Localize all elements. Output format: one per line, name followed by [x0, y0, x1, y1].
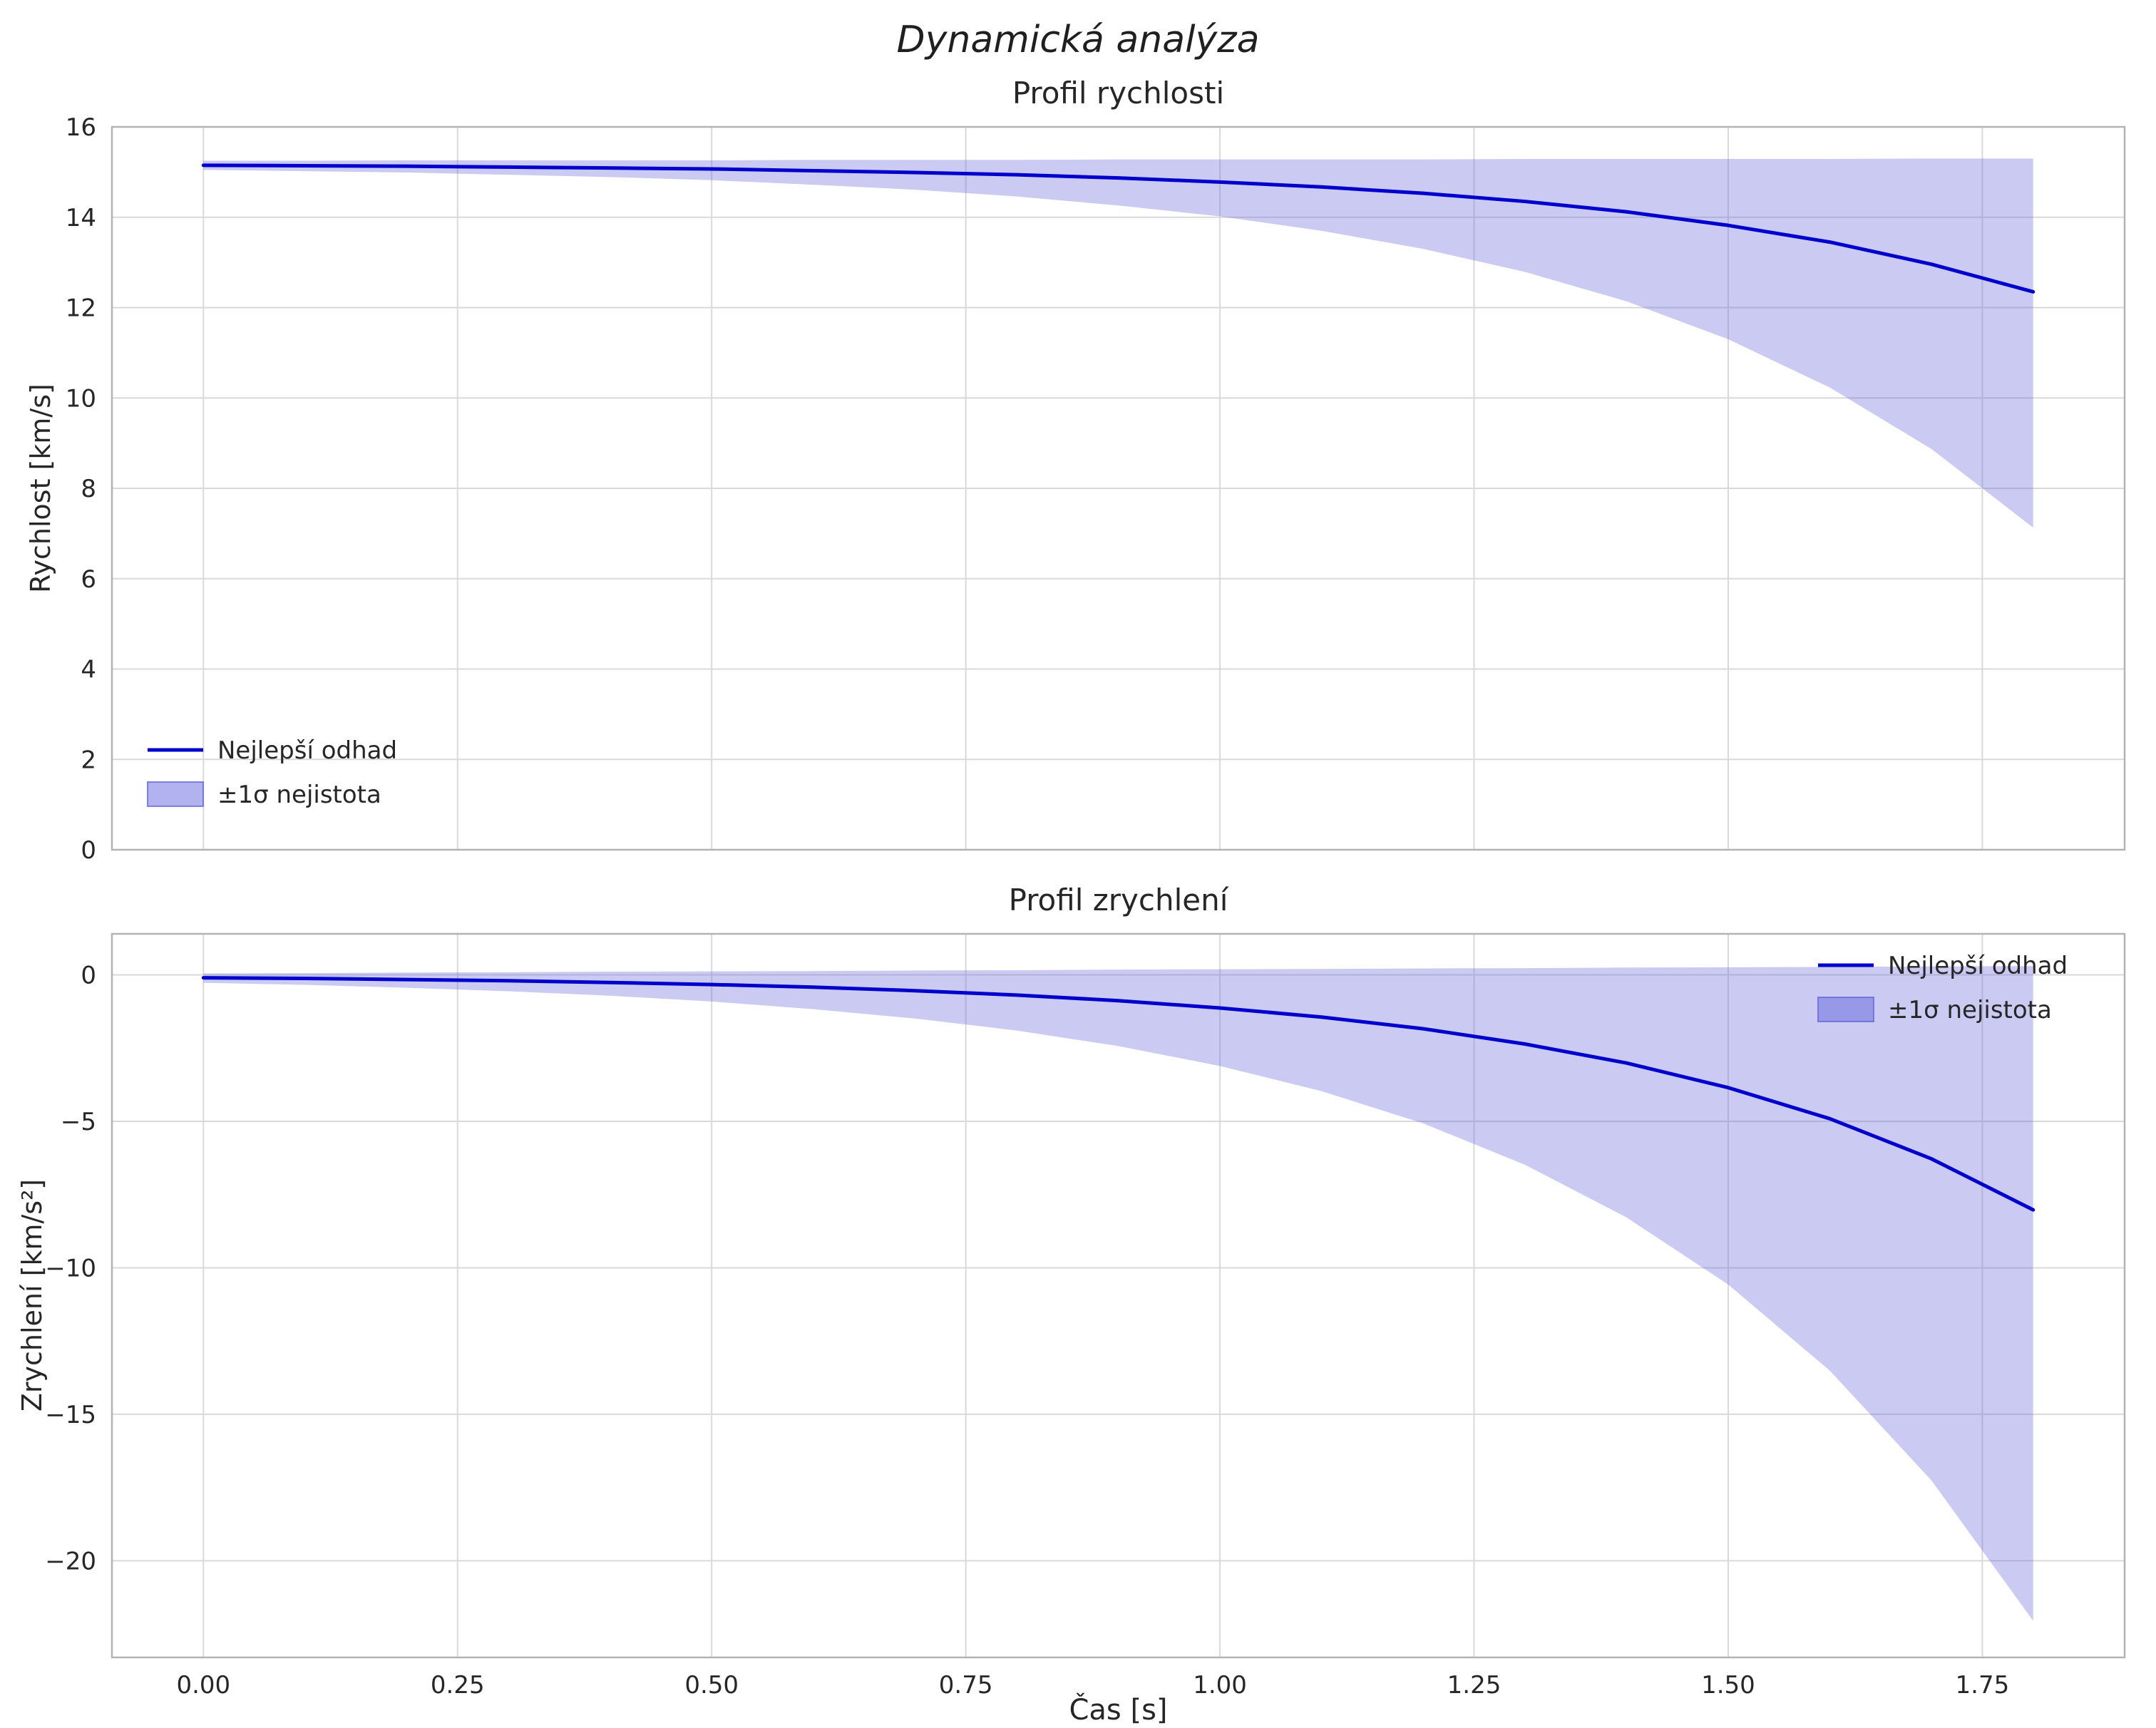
- y-tick-label: 0: [81, 962, 96, 990]
- velocity-y-axis-label: Rychlost [km/s]: [25, 384, 56, 593]
- velocity-plot-title: Profil rychlosti: [1012, 76, 1225, 110]
- acceleration-y-axis-label: Zrychlení [km/s²]: [16, 1178, 48, 1412]
- x-tick-label: 0.00: [176, 1671, 230, 1699]
- legend-band-sample: [1817, 997, 1874, 1022]
- best-estimate-line: [201, 163, 2036, 294]
- best-estimate-line: [201, 976, 2036, 1212]
- x-tick-label: 0.50: [684, 1671, 739, 1699]
- x-axis-label: Čas [s]: [1069, 1694, 1168, 1727]
- legend-label: Nejlepší odhad: [217, 736, 397, 765]
- x-tick-label: 1.50: [1701, 1671, 1755, 1699]
- x-tick-label: 1.00: [1193, 1671, 1247, 1699]
- x-tick-label: 1.25: [1447, 1671, 1502, 1699]
- acceleration-profile: 0 −5 −10 −15 −20 0.00 0.25 0.50 0.75 1.00 1.25 1.50…: [45, 932, 2126, 1699]
- axes-frame: [111, 125, 2126, 851]
- legend-band-sample: [147, 781, 204, 807]
- y-tick-label: −15: [45, 1401, 96, 1429]
- y-tick-label: 6: [81, 565, 96, 594]
- legend: Nejlepší odhad ±1σ nejistota: [1817, 952, 2068, 1024]
- legend-label: Nejlepší odhad: [1888, 952, 2068, 980]
- x-tick-label: 0.25: [431, 1671, 485, 1699]
- figure-title: Dynamická analýza: [896, 19, 1260, 61]
- y-tick-label: 2: [81, 746, 96, 774]
- uncertainty-band: [203, 966, 2033, 1621]
- y-tick-label: 16: [66, 113, 96, 142]
- axes-frame: [111, 932, 2126, 1659]
- legend-label: ±1σ nejistota: [1888, 996, 2052, 1024]
- acceleration-plot-title: Profil zrychlení: [1008, 883, 1228, 917]
- y-tick-label: −10: [45, 1254, 96, 1282]
- uncertainty-band: [203, 158, 2033, 528]
- y-tick-label: 0: [81, 836, 96, 865]
- legend-label: ±1σ nejistota: [217, 781, 381, 809]
- x-tick-label: 0.75: [939, 1671, 993, 1699]
- y-tick-label: 4: [81, 656, 96, 684]
- legend: Nejlepší odhad ±1σ nejistota: [147, 736, 397, 809]
- y-tick-label: 14: [66, 204, 96, 232]
- x-tick-label: 1.75: [1956, 1671, 2010, 1699]
- y-tick-label: −5: [61, 1108, 96, 1136]
- y-tick-label: 8: [81, 475, 96, 503]
- velocity-profile: 0 2 4 6 8 10 12 14 16 Nejlepší odhad ±1σ nejistota: [66, 113, 2126, 865]
- y-tick-label: 10: [66, 384, 96, 413]
- y-tick-label: −20: [45, 1547, 96, 1575]
- y-tick-label: 12: [66, 294, 96, 323]
